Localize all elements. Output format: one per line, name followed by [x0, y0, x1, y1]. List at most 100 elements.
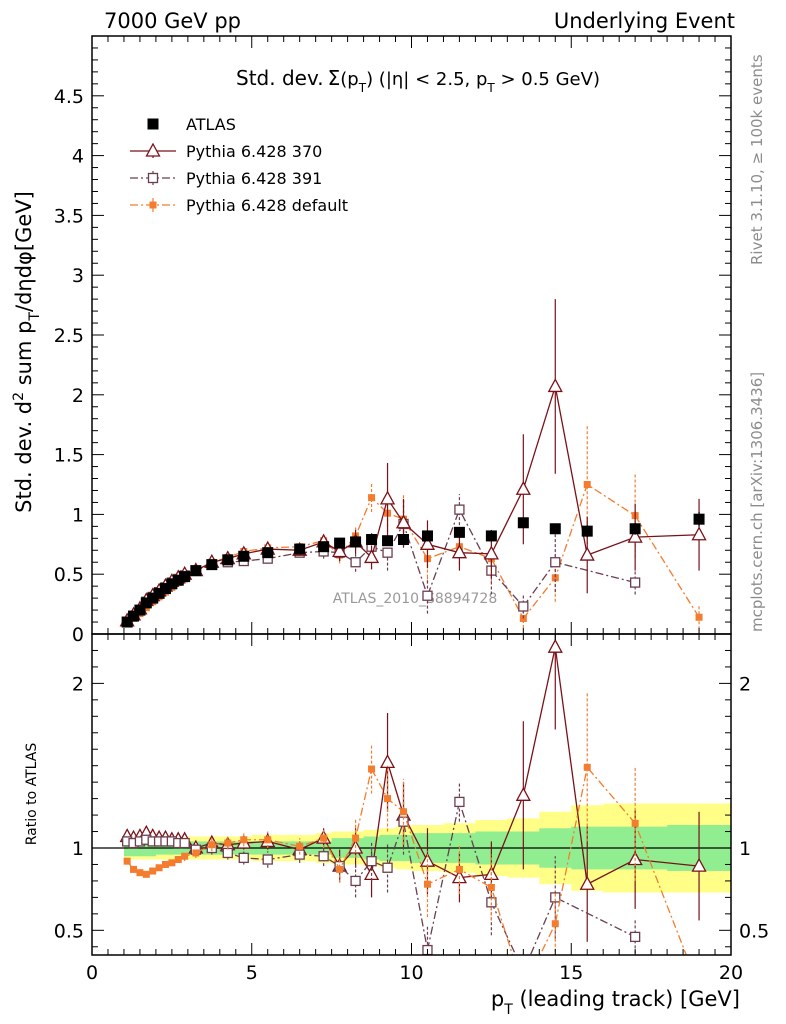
data-point — [366, 856, 377, 867]
legend-entry: Pythia 6.428 370 — [130, 142, 322, 161]
data-point — [398, 534, 410, 546]
x-tick-label: 5 — [246, 962, 258, 984]
legend-entry: ATLAS — [147, 115, 236, 134]
data-point — [179, 837, 190, 849]
data-point — [350, 875, 361, 887]
data-point — [581, 525, 593, 537]
main-series-pythia-6-428-370 — [119, 299, 707, 627]
ratio-y-tick-label-right: 2 — [739, 673, 751, 695]
y-tick-label: 0.5 — [54, 564, 84, 586]
data-point — [190, 565, 202, 577]
data-point — [121, 616, 133, 628]
data-point — [550, 557, 561, 568]
data-point — [222, 554, 234, 566]
data-point — [515, 786, 531, 801]
main-panel: 0 0.5 1 1.5 2 2.5 3 3.5 4 4.5 — [54, 35, 732, 646]
data-point — [422, 590, 433, 601]
data-point — [264, 836, 272, 844]
ratio-y-tick-label: 0.5 — [54, 920, 84, 942]
data-point — [206, 559, 218, 571]
title-rest1: ) (|η| < 2.5, p — [366, 69, 487, 90]
data-point — [382, 535, 394, 547]
legend-label: Pythia 6.428 default — [186, 196, 348, 215]
analysis-watermark: ATLAS_2010_S8894728 — [333, 591, 498, 607]
x-axis-title: pT (leading track) [GeV] — [491, 987, 740, 1018]
ratio-y-tick-label: 1 — [72, 838, 84, 860]
ylabel-part-b: sum p — [12, 321, 36, 392]
data-point — [368, 494, 376, 502]
data-point — [238, 852, 249, 864]
data-point — [318, 851, 329, 862]
legend-marker — [147, 172, 159, 184]
data-point — [147, 592, 159, 604]
data-point — [240, 836, 248, 844]
data-point — [208, 841, 216, 849]
title-sub: T — [358, 81, 367, 95]
data-point — [631, 819, 639, 827]
series-line — [126, 799, 636, 955]
series-line — [126, 508, 636, 623]
data-point — [350, 557, 361, 568]
data-point — [262, 547, 274, 559]
ratio-y-tick-label: 2 — [72, 673, 84, 695]
data-point — [136, 869, 144, 877]
data-point — [161, 860, 169, 868]
data-point — [166, 578, 178, 590]
main-y-axis-title: Std. dev. d2 sum pT/dηdφ[GeV] — [11, 191, 43, 513]
y-tick-label: 3.5 — [54, 205, 84, 227]
data-point — [155, 864, 163, 872]
title-rest2: > 0.5 GeV) — [495, 69, 600, 90]
data-point — [128, 610, 140, 622]
legend-entry: Pythia 6.428 391 — [130, 169, 322, 188]
data-point — [382, 547, 393, 558]
legend-label: ATLAS — [186, 115, 236, 134]
data-point — [549, 523, 561, 535]
data-point — [294, 543, 306, 555]
data-point — [630, 577, 641, 588]
data-point — [454, 504, 465, 515]
data-point — [579, 546, 595, 561]
data-point — [134, 604, 146, 616]
data-point — [483, 545, 499, 560]
title-sub2: T — [486, 81, 495, 95]
data-point — [421, 530, 433, 542]
rivet-label: Rivet 3.1.10, ≥ 100k events — [748, 54, 766, 265]
data-point — [419, 535, 436, 550]
data-point — [550, 892, 561, 903]
x-tick-label: 0 — [86, 962, 98, 984]
data-point — [519, 967, 528, 976]
data-point — [352, 834, 360, 842]
title-p: p — [347, 69, 358, 90]
data-point — [142, 870, 150, 878]
y-tick-label: 3 — [72, 265, 84, 287]
data-point — [350, 536, 362, 548]
mcplots-label: mcplots.cern.ch [arXiv:1306.3436] — [748, 372, 766, 632]
y-tick-label: 4 — [72, 146, 84, 168]
data-point — [547, 378, 563, 393]
data-point — [179, 571, 191, 583]
data-point — [454, 796, 465, 808]
ratio-y-axis-title: Ratio to ATLAS — [24, 743, 40, 846]
legend-entry: Pythia 6.428 default — [130, 196, 348, 215]
data-point — [192, 849, 200, 857]
data-point — [334, 537, 346, 549]
legend-label: Pythia 6.428 370 — [186, 142, 322, 161]
ratio-series-pythia-6-428-default — [123, 693, 687, 955]
data-point — [123, 857, 131, 865]
data-point — [551, 920, 559, 928]
data-point — [693, 513, 705, 525]
series-line — [126, 386, 700, 622]
data-point — [153, 587, 165, 599]
energy-label: 7000 GeV pp — [104, 9, 241, 33]
analysis-label: Underlying Event — [554, 9, 735, 33]
data-point — [518, 601, 529, 612]
data-point — [382, 862, 393, 873]
data-point — [262, 854, 273, 865]
data-point — [583, 763, 591, 771]
data-point — [485, 530, 497, 542]
data-point — [140, 597, 152, 609]
legend-label: Pythia 6.428 391 — [186, 169, 322, 188]
data-point — [395, 514, 412, 529]
data-point — [296, 842, 304, 850]
series-line — [126, 483, 700, 624]
